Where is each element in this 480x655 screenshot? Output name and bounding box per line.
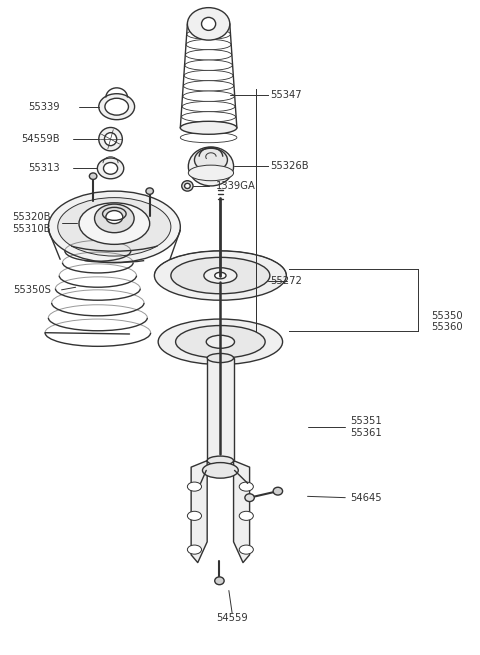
Ellipse shape <box>79 203 150 244</box>
Ellipse shape <box>239 512 253 520</box>
Text: 55360: 55360 <box>432 322 463 333</box>
Text: 55272: 55272 <box>270 276 302 286</box>
Ellipse shape <box>182 102 235 112</box>
Ellipse shape <box>183 81 234 91</box>
Ellipse shape <box>204 268 237 284</box>
Text: 55347: 55347 <box>270 90 301 100</box>
Ellipse shape <box>187 19 230 29</box>
Text: 1339GA: 1339GA <box>216 181 255 191</box>
Ellipse shape <box>207 354 234 363</box>
Text: 55350S: 55350S <box>13 285 51 295</box>
Ellipse shape <box>104 162 118 174</box>
Ellipse shape <box>99 128 122 151</box>
Ellipse shape <box>206 335 235 348</box>
Ellipse shape <box>215 272 226 279</box>
Ellipse shape <box>97 158 124 179</box>
Bar <box>207 358 234 460</box>
Ellipse shape <box>188 147 234 186</box>
Ellipse shape <box>188 165 234 181</box>
Ellipse shape <box>181 122 236 132</box>
Ellipse shape <box>187 29 230 39</box>
Ellipse shape <box>215 577 224 585</box>
Ellipse shape <box>95 204 134 233</box>
Ellipse shape <box>182 181 193 191</box>
Ellipse shape <box>105 98 129 115</box>
Ellipse shape <box>245 494 254 502</box>
Ellipse shape <box>105 133 117 145</box>
Ellipse shape <box>180 132 237 143</box>
Ellipse shape <box>171 257 270 293</box>
Ellipse shape <box>48 191 180 263</box>
Ellipse shape <box>99 94 134 120</box>
Ellipse shape <box>146 188 154 195</box>
Ellipse shape <box>180 121 237 134</box>
Ellipse shape <box>187 8 230 40</box>
Polygon shape <box>191 460 207 563</box>
Text: 55326B: 55326B <box>270 161 309 172</box>
Text: 54559B: 54559B <box>22 134 60 144</box>
Ellipse shape <box>194 148 228 172</box>
Ellipse shape <box>203 462 238 478</box>
Text: 55310B: 55310B <box>12 224 51 234</box>
Text: 54559: 54559 <box>216 614 248 624</box>
Ellipse shape <box>158 319 283 365</box>
Ellipse shape <box>58 198 171 256</box>
Text: 55313: 55313 <box>28 163 60 174</box>
Ellipse shape <box>185 60 232 70</box>
Ellipse shape <box>181 112 236 122</box>
Text: 55361: 55361 <box>350 428 382 438</box>
Ellipse shape <box>207 456 234 465</box>
Ellipse shape <box>184 70 233 81</box>
Ellipse shape <box>273 487 283 495</box>
Text: 55350: 55350 <box>432 311 463 321</box>
Text: 55320B: 55320B <box>12 212 51 222</box>
Ellipse shape <box>106 211 123 223</box>
Ellipse shape <box>187 482 202 491</box>
Ellipse shape <box>239 545 253 554</box>
Text: 55351: 55351 <box>350 416 382 426</box>
Ellipse shape <box>184 183 190 189</box>
Ellipse shape <box>239 482 253 491</box>
Ellipse shape <box>185 50 232 60</box>
Ellipse shape <box>176 326 265 358</box>
Ellipse shape <box>186 39 231 50</box>
Ellipse shape <box>183 91 234 102</box>
Ellipse shape <box>187 545 202 554</box>
Text: 55339: 55339 <box>28 102 60 112</box>
Polygon shape <box>234 460 250 563</box>
Text: 54645: 54645 <box>350 493 382 502</box>
Ellipse shape <box>89 173 97 179</box>
Ellipse shape <box>187 512 202 520</box>
Ellipse shape <box>202 18 216 30</box>
Ellipse shape <box>155 251 287 300</box>
